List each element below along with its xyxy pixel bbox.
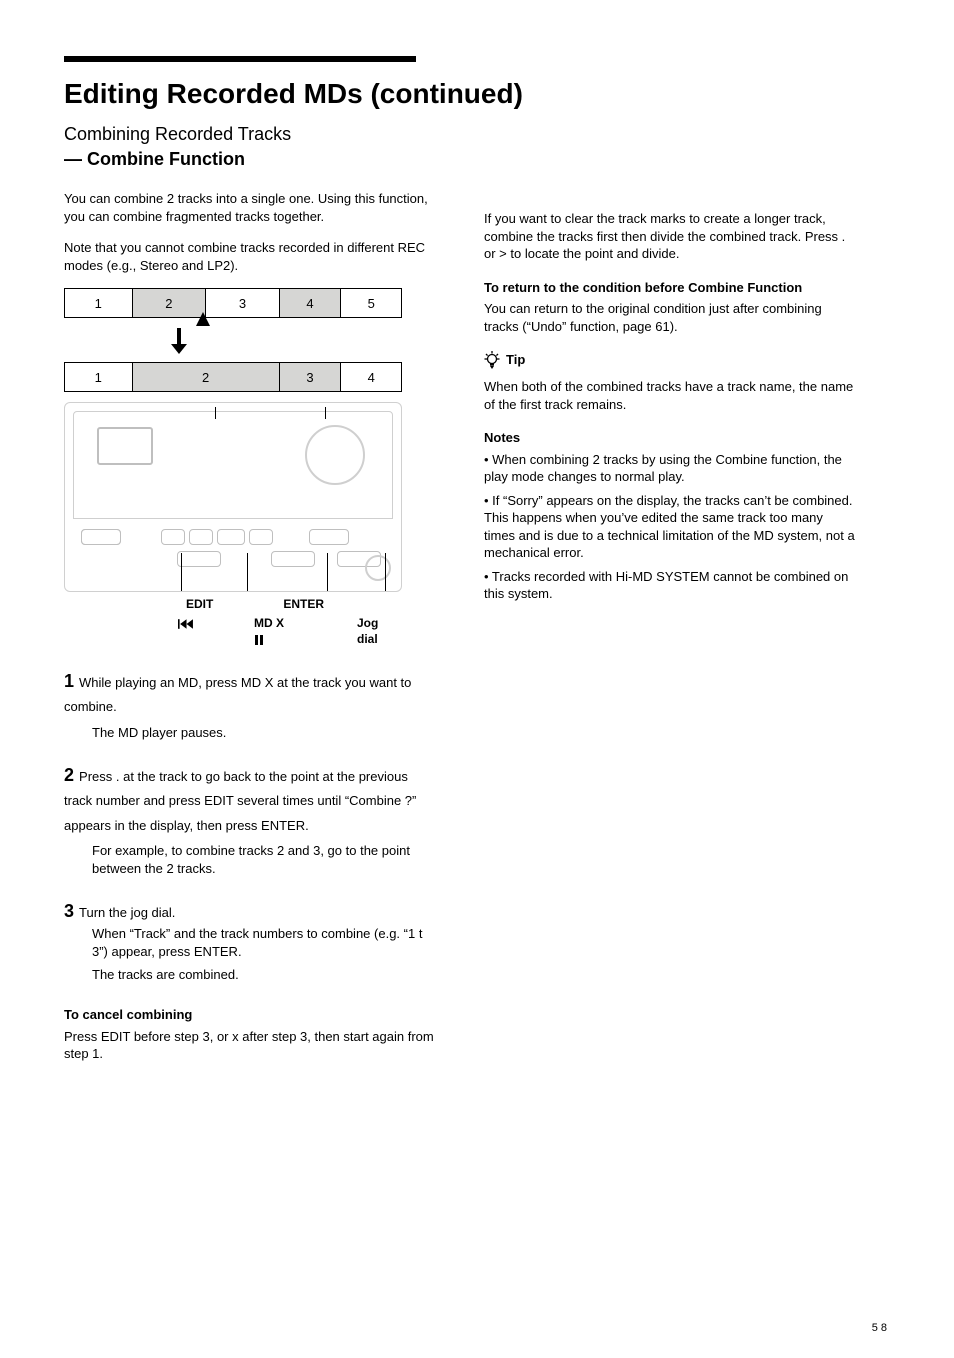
callout-skip-prev [178, 615, 194, 647]
right-column: If you want to clear the track marks to … [484, 190, 856, 1062]
step-2-number: 2 Press . at the track to go back to the… [64, 763, 436, 836]
callout-md-pause: MD X [254, 615, 297, 647]
notes-title: Notes [484, 429, 856, 447]
cancel-block: To cancel combining Press EDIT before st… [64, 1006, 436, 1063]
track-cell: 1 [65, 363, 133, 391]
page-number: 58 [872, 1322, 890, 1334]
step-1-line: While playing an MD, press MD X at the t… [64, 675, 411, 714]
note-2: • If “Sorry” appears on the display, the… [484, 492, 856, 562]
device-callouts-top: EDIT ENTER [64, 592, 402, 612]
callout-edit: EDIT [186, 596, 213, 612]
callout-jog: Jog dial [357, 615, 402, 647]
skip-prev-icon [178, 619, 194, 629]
page-heading-wrap: Editing Recorded MDs (continued) Combini… [64, 78, 890, 170]
tip-block: Tip When both of the combined tracks hav… [484, 351, 856, 413]
step-1-body-inline: While playing an MD, press MD X at the t… [64, 675, 411, 714]
points-block: If you want to clear the track marks to … [484, 210, 856, 263]
step-1-sub: The MD player pauses. [92, 724, 436, 742]
track-cell: 4 [341, 363, 401, 391]
step-2: 2 Press . at the track to go back to the… [64, 763, 436, 877]
step-3-number: 3 Turn the jog dial. [64, 899, 436, 923]
page-heading: Editing Recorded MDs (continued) [64, 78, 890, 110]
device-box [64, 402, 402, 592]
callout-md-pause-label: MD X [254, 616, 284, 630]
return-body: You can return to the original condition… [484, 300, 856, 335]
left-column: You can combine 2 tracks into a single o… [64, 190, 436, 1062]
return-block: To return to the condition before Combin… [484, 279, 856, 336]
track-cell: 4 [280, 289, 342, 317]
track-cell: 1 [65, 289, 133, 317]
section-overline [64, 56, 416, 62]
arrow-down-icon [171, 328, 187, 359]
tip-title-row: Tip [484, 351, 856, 374]
track-cell: 3 [280, 363, 342, 391]
step-1: 1 While playing an MD, press MD X at the… [64, 669, 436, 741]
pointer-up-icon [196, 312, 210, 331]
pause-icon [254, 635, 264, 645]
diagram-arrow-row [64, 318, 402, 362]
return-title: To return to the condition before Combin… [484, 279, 856, 297]
callout-enter: ENTER [283, 596, 324, 612]
points-body: If you want to clear the track marks to … [484, 210, 856, 263]
subhead: — Combine Function [64, 149, 890, 170]
note-1: • When combining 2 tracks by using the C… [484, 451, 856, 486]
intro-paragraph-1: You can combine 2 tracks into a single o… [64, 190, 436, 225]
cancel-title: To cancel combining [64, 1006, 436, 1024]
trackbar-before: 1 2 3 4 5 [64, 288, 402, 318]
step-2-sub: For example, to combine tracks 2 and 3, … [92, 842, 436, 877]
track-cell: 2 [133, 363, 280, 391]
tip-body: When both of the combined tracks have a … [484, 378, 856, 413]
step-2-body-inline: Press . at the track to go back to the p… [64, 769, 416, 833]
track-diagram: 1 2 3 4 5 1 2 3 [64, 288, 402, 392]
intro-paragraph-2: Note that you cannot combine tracks reco… [64, 239, 436, 274]
track-cell: 5 [341, 289, 401, 317]
tip-title: Tip [506, 351, 525, 369]
step-3-line1: Turn the jog dial. [79, 905, 175, 920]
heading-text: Editing Recorded MDs [64, 78, 363, 109]
step-3: 3 Turn the jog dial. When “Track” and th… [64, 899, 436, 984]
step-3-sub: The tracks are combined. [92, 966, 436, 984]
note-3: • Tracks recorded with Hi-MD SYSTEM cann… [484, 568, 856, 603]
notes-block: Notes • When combining 2 tracks by using… [484, 429, 856, 603]
subhead-lead: Combining Recorded Tracks [64, 124, 890, 145]
step-1-number: 1 While playing an MD, press MD X at the… [64, 669, 436, 718]
device-illustration: EDIT ENTER MD X Jog dial [64, 402, 402, 647]
step-3-line2: When “Track” and the track numbers to co… [92, 925, 436, 960]
lightbulb-icon [484, 351, 500, 374]
trackbar-after: 1 2 3 4 [64, 362, 402, 392]
heading-continued: (continued) [370, 78, 522, 109]
device-callouts-bottom: MD X Jog dial [64, 613, 402, 647]
cancel-body: Press EDIT before step 3, or x after ste… [64, 1028, 436, 1063]
track-cell: 3 [206, 289, 280, 317]
